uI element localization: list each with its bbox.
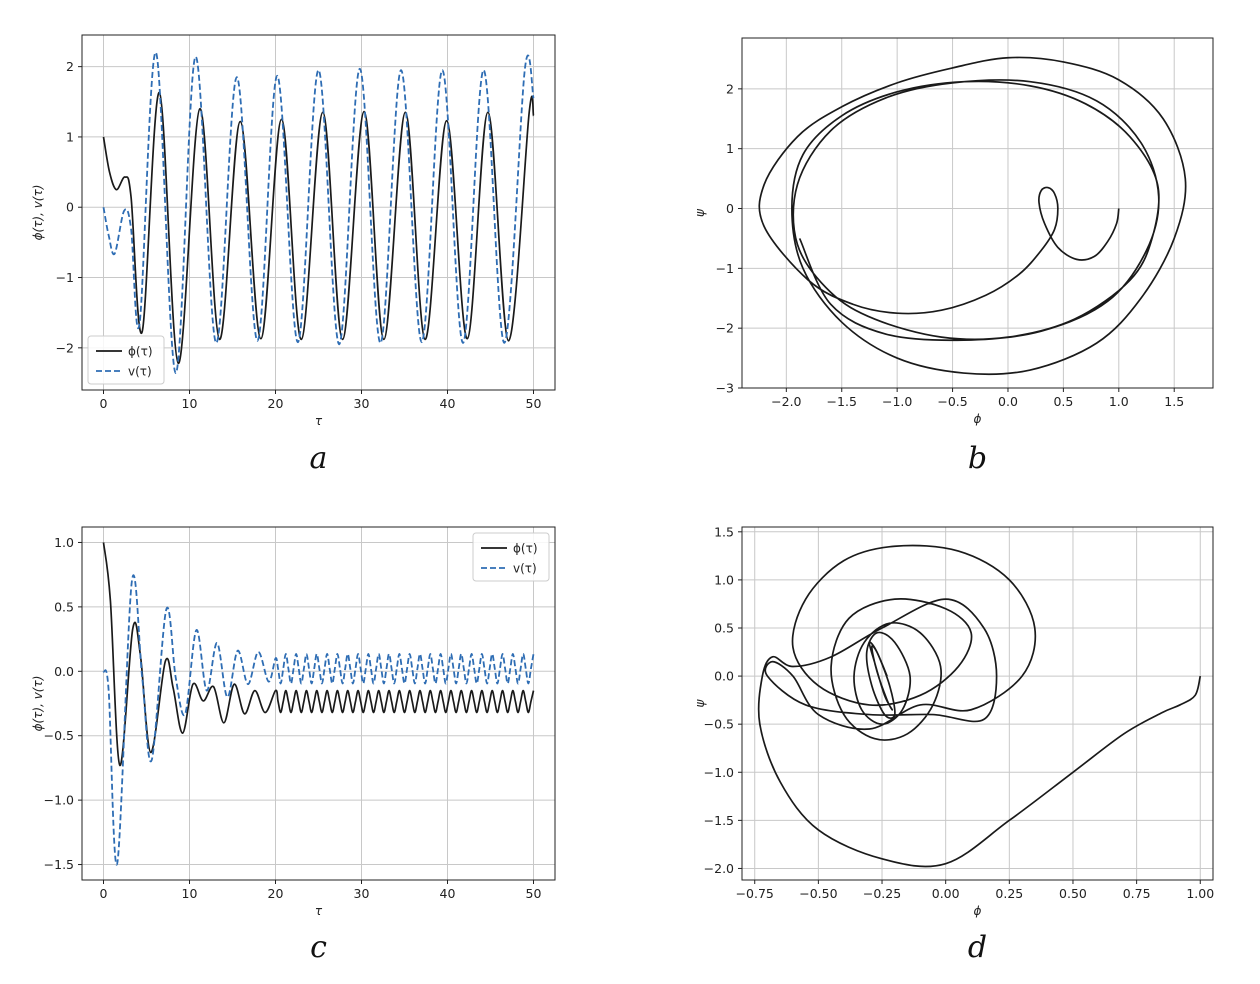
x-axis-label: ϕ [974,904,982,918]
y-tick-label: −2 [716,321,734,336]
y-tick-label: 1 [726,141,734,156]
y-tick-label: 1.5 [714,524,734,539]
y-tick-label: −1.0 [44,793,74,808]
panel-b: −2.0 −1.5 −1.0 −0.5 0.0 0.5 1.0 1.5 −3 −2 −1 0 1 2 ϕ ψ b [693,37,1214,476]
y-tick-label: −3 [716,381,734,396]
legend-label-v: v(τ) [513,562,537,576]
y-tick-label: −0.5 [704,717,734,732]
x-tick-label: 1.5 [1164,394,1184,409]
x-tick-label: 0.5 [1053,394,1073,409]
x-tick-label: 10 [182,396,198,411]
y-tick-label: 0 [66,200,74,215]
legend-label-phi: ϕ(τ) [513,542,538,556]
x-tick-label: 10 [182,886,198,901]
y-tick-label: 0.5 [54,599,74,614]
x-tick-label: 30 [354,396,370,411]
y-tick-label: −2.0 [704,861,734,876]
legend: ϕ(τ) v(τ) [472,532,550,582]
panel-letter: b [968,441,987,476]
x-tick-label: 40 [440,396,456,411]
x-axis-label: τ [315,904,323,918]
y-tick-label: −1 [716,261,734,276]
x-tick-label: −1.5 [827,394,857,409]
panel-c: 0 10 20 30 40 50 −1.5 −1.0 −0.5 0.0 0.5 1.0 τ ϕ(τ), v… [31,526,556,965]
y-tick-label: 0 [726,201,734,216]
x-tick-label: −0.75 [736,886,774,901]
x-tick-label: 30 [354,886,370,901]
legend-label-v: v(τ) [128,365,152,379]
x-tick-label: 0 [100,396,108,411]
series-line-phi [102,91,535,365]
series-line-trajectory [758,56,1187,376]
x-tick-label: 20 [268,886,284,901]
y-tick-label: −0.5 [44,728,74,743]
y-tick-label: 0.5 [714,620,734,635]
legend: ϕ(τ) v(τ) [87,335,165,385]
panel-letter: d [968,930,987,965]
x-tick-label: 0.75 [1123,886,1151,901]
x-tick-label: 20 [268,396,284,411]
x-tick-label: 1.00 [1186,886,1214,901]
panel-letter: a [310,441,328,476]
x-tick-label: 0.50 [1059,886,1087,901]
panel-letter: c [310,930,327,965]
series-line-v [102,51,535,375]
panel-d: −0.75 −0.50 −0.25 0.00 0.25 0.50 0.75 1.00 −2.0 −… [693,524,1214,965]
y-tick-label: 1 [66,129,74,144]
series-line-phi [102,542,535,767]
axes-frame [81,34,556,391]
x-tick-label: 40 [440,886,456,901]
y-tick-label: 0.0 [54,664,74,679]
y-tick-label: −1.5 [44,857,74,872]
x-tick-label: −0.5 [937,394,967,409]
y-tick-label: 1.0 [54,535,74,550]
y-tick-label: −1.0 [704,765,734,780]
x-tick-label: 0.00 [932,886,960,901]
x-tick-label: 50 [526,886,542,901]
y-tick-label: 0.0 [714,669,734,684]
series-line-trajectory [757,544,1202,868]
y-tick-label: −1.5 [704,813,734,828]
x-tick-label: 0 [100,886,108,901]
x-tick-label: 0.25 [995,886,1023,901]
x-tick-label: −0.25 [863,886,901,901]
legend-box [87,335,165,385]
x-tick-label: 0.0 [998,394,1018,409]
y-tick-label: −2 [56,340,74,355]
series-line-v [102,574,535,866]
x-tick-label: 50 [526,396,542,411]
x-axis-label: τ [315,414,323,428]
y-tick-label: 2 [66,59,74,74]
axes-frame [741,37,1214,389]
y-axis-label: ψ [693,698,707,707]
y-tick-label: 1.0 [714,572,734,587]
panel-a: 0 10 20 30 40 50 −2 −1 0 1 2 τ ϕ(τ), v(τ) a ϕ(τ) v(τ) [31,34,556,476]
legend-label-phi: ϕ(τ) [128,345,153,359]
x-tick-label: −2.0 [771,394,801,409]
x-axis-label: ϕ [974,412,982,426]
axes-frame [741,526,1214,881]
x-tick-label: −1.0 [882,394,912,409]
y-tick-label: −1 [56,270,74,285]
y-axis-label: ϕ(τ), v(τ) [31,676,45,732]
x-tick-label: 1.0 [1109,394,1129,409]
legend-box [472,532,550,582]
y-axis-label: ψ [693,208,707,217]
y-axis-label: ϕ(τ), v(τ) [31,185,45,241]
y-tick-label: 2 [726,81,734,96]
axes-frame [81,526,556,881]
x-tick-label: −0.50 [799,886,837,901]
